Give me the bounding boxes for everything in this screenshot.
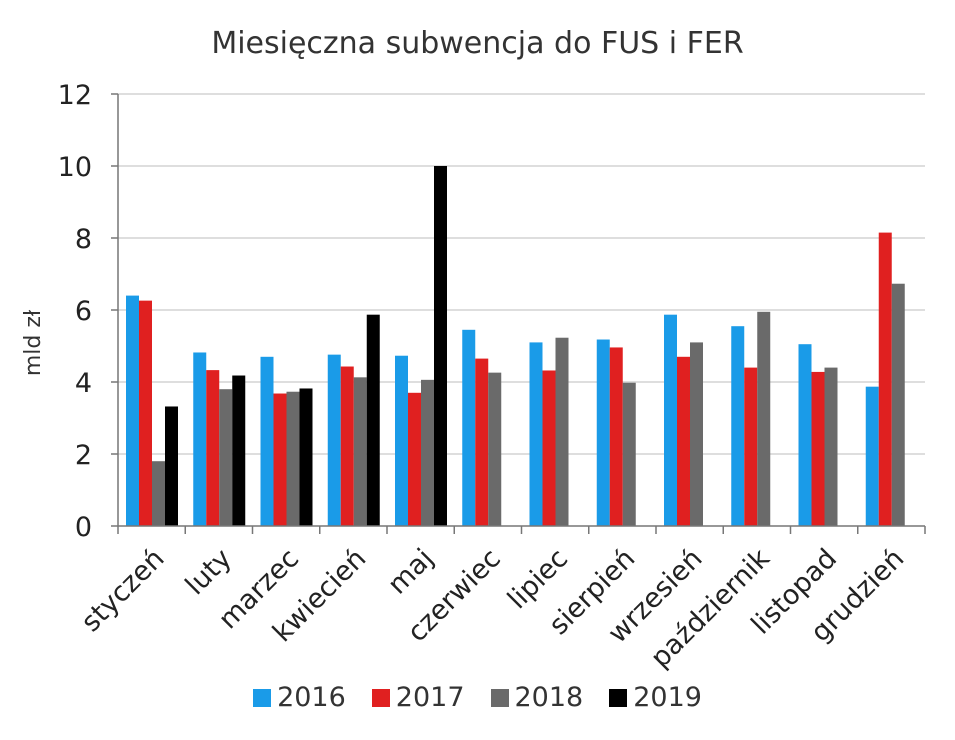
legend-label: 2017 <box>395 682 465 713</box>
legend-swatch <box>490 688 509 707</box>
bar-2016-3 <box>327 354 341 526</box>
x-tick-label: styczeń <box>76 543 171 638</box>
bar-2018-10 <box>824 367 838 526</box>
bar-2018-3 <box>353 377 367 526</box>
bar-2017-9 <box>744 367 758 526</box>
bar-2019-3 <box>366 314 380 526</box>
bar-2016-6 <box>529 342 543 526</box>
gridlines <box>118 93 925 455</box>
chart-title: Miesięczna subwencja do FUS i FER <box>211 26 744 61</box>
legend-label: 2019 <box>633 682 702 713</box>
bar-2016-5 <box>462 329 476 526</box>
bar-2018-9 <box>757 311 771 526</box>
legend-item-2016: 2016 <box>253 682 346 713</box>
bar-2017-7 <box>609 347 623 526</box>
y-tick-label: 0 <box>75 512 92 543</box>
y-axis-label: mld zł <box>21 309 46 376</box>
y-tick-label: 4 <box>75 368 92 399</box>
bar-2016-0 <box>126 295 139 526</box>
bar-2018-7 <box>622 382 636 526</box>
bar-2016-10 <box>798 344 812 526</box>
bar-2019-2 <box>299 388 313 526</box>
bar-2017-4 <box>408 392 421 526</box>
x-tick-label: maj <box>382 543 440 601</box>
bar-2016-7 <box>596 339 610 526</box>
bar-2017-10 <box>811 371 825 526</box>
legend: 2016 2017 2018 2019 <box>0 682 955 713</box>
bar-2018-4 <box>421 379 434 526</box>
legend-item-2018: 2018 <box>490 682 584 713</box>
bar-2018-0 <box>152 461 165 526</box>
bar-2018-6 <box>555 337 569 526</box>
y-tick-label: 8 <box>75 224 92 255</box>
bar-2019-4 <box>434 166 447 526</box>
y-tick-label: 6 <box>75 296 92 327</box>
bar-2017-2 <box>273 393 287 526</box>
legend-swatch <box>609 688 628 707</box>
x-tick-label: luty <box>180 543 238 601</box>
legend-item-2017: 2017 <box>371 682 465 713</box>
bar-2016-8 <box>664 314 677 526</box>
legend-item-2019: 2019 <box>609 682 702 713</box>
bar-2017-3 <box>340 366 354 526</box>
bar-2016-11 <box>865 386 879 526</box>
bar-2018-11 <box>891 283 905 526</box>
bar-2017-6 <box>542 370 556 526</box>
bar-2018-8 <box>690 342 703 526</box>
bar-2016-1 <box>193 352 207 526</box>
legend-swatch <box>253 688 272 707</box>
bar-2017-8 <box>677 356 690 526</box>
legend-swatch <box>371 688 390 707</box>
legend-label: 2018 <box>514 682 584 713</box>
bar-2017-1 <box>206 370 220 526</box>
y-tick-label: 10 <box>58 152 92 183</box>
y-tick-label: 2 <box>75 440 92 471</box>
bars <box>126 166 905 526</box>
bar-2016-4 <box>395 355 408 526</box>
y-tick-label: 12 <box>58 80 92 111</box>
bar-2019-0 <box>165 406 178 526</box>
bar-2017-0 <box>139 300 152 526</box>
bar-2018-2 <box>286 391 300 526</box>
bar-2018-1 <box>219 389 233 526</box>
legend-label: 2016 <box>277 682 346 713</box>
bar-2018-5 <box>488 372 502 526</box>
bar-2016-2 <box>260 356 274 526</box>
bar-2017-5 <box>475 358 489 526</box>
bar-2017-11 <box>878 232 892 526</box>
bar-2016-9 <box>731 326 745 526</box>
bar-2019-1 <box>232 375 246 526</box>
